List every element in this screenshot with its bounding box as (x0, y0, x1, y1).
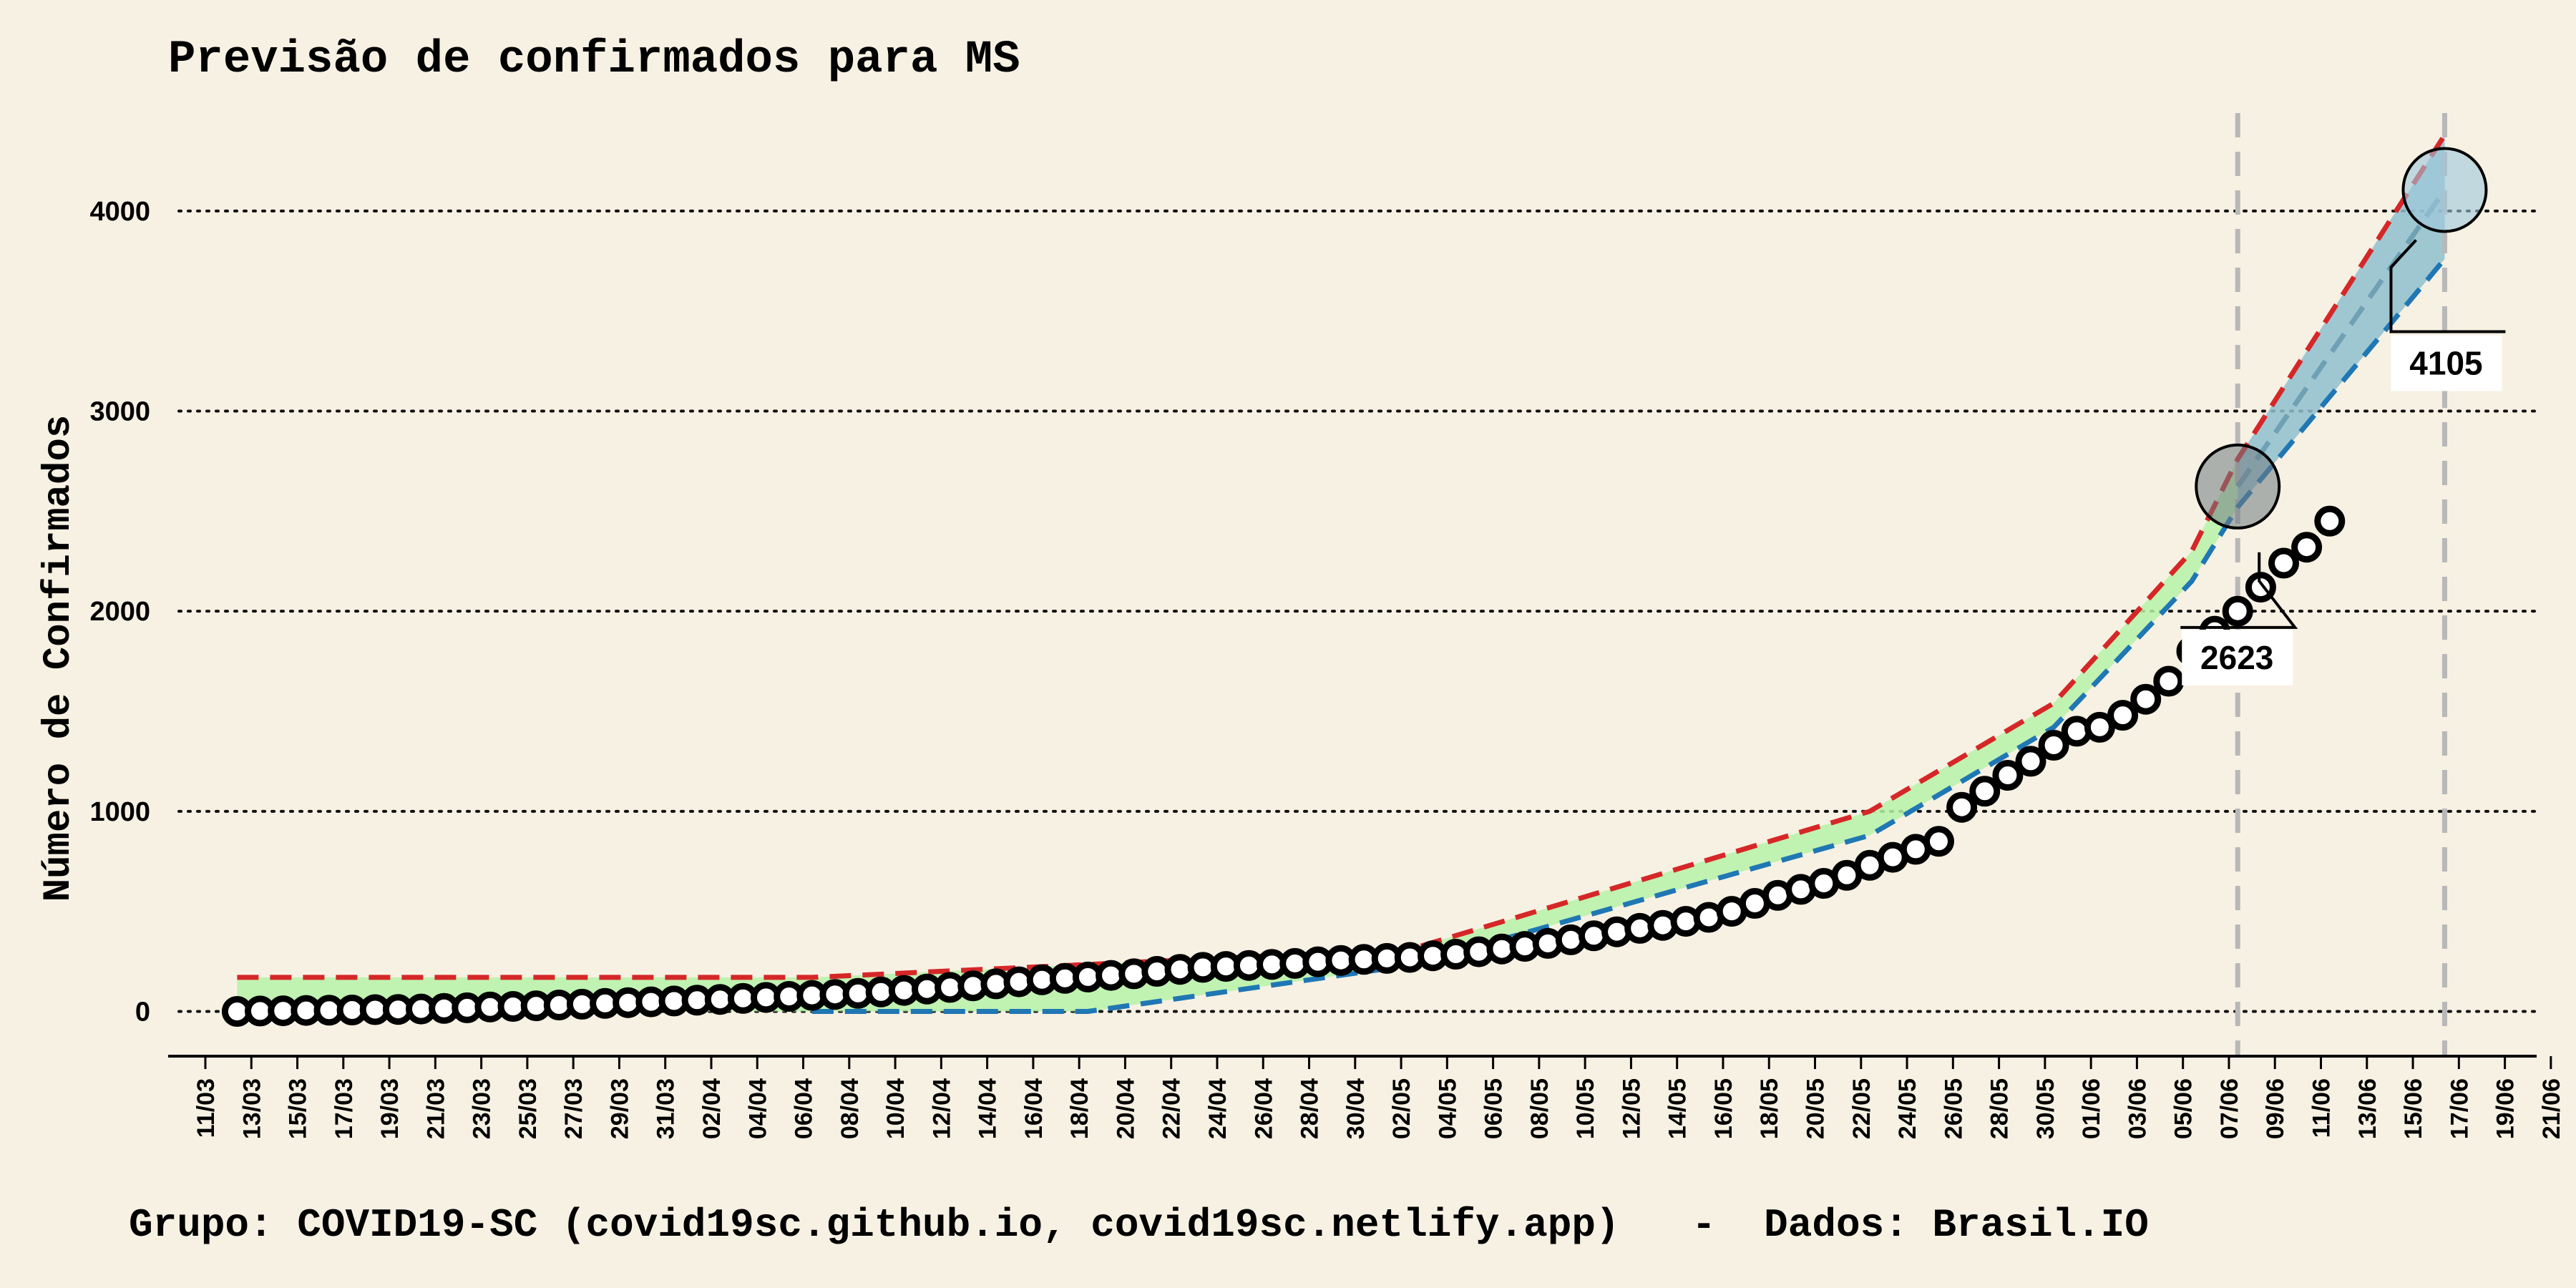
x-tick-label: 02/04 (698, 1078, 726, 1139)
x-tick-label: 21/03 (422, 1078, 449, 1139)
forecast-markers: 2623 4105 (2180, 147, 2506, 686)
x-tick-label: 07/06 (2216, 1078, 2243, 1139)
x-tick-label: 02/05 (1388, 1078, 1415, 1139)
x-tick-label: 09/06 (2262, 1078, 2289, 1139)
observed-point (2222, 595, 2253, 627)
forecast-value-label: 2623 (2200, 639, 2273, 676)
x-tick-label: 17/03 (331, 1078, 358, 1139)
x-tick-label: 06/04 (791, 1078, 818, 1139)
x-tick-label: 10/04 (882, 1078, 909, 1139)
observed-point (2130, 683, 2162, 715)
x-tick-label: 19/03 (376, 1078, 404, 1139)
observed-point (1969, 776, 2001, 807)
x-tick-label: 24/04 (1204, 1078, 1231, 1139)
observed-point (2084, 711, 2115, 743)
x-tick-label: 06/05 (1480, 1078, 1508, 1139)
x-tick-label: 14/05 (1664, 1078, 1692, 1139)
x-tick-label: 28/04 (1297, 1078, 1324, 1139)
x-tick-label: 30/05 (2032, 1078, 2059, 1139)
observed-point (1946, 791, 1978, 823)
x-tick-label: 05/06 (2170, 1078, 2197, 1139)
observed-point (2038, 730, 2069, 761)
y-axis-label: Número de Confirmados (37, 415, 81, 902)
x-tick-label: 01/06 (2078, 1078, 2105, 1139)
observed-point (2314, 505, 2346, 537)
grid: 0 1000 2000 3000 4000 (89, 197, 2538, 1027)
x-tick-label: 13/06 (2354, 1078, 2381, 1139)
x-tick-label: 20/05 (1802, 1078, 1830, 1139)
x-tick-label: 11/03 (192, 1078, 220, 1138)
x-tick-label: 18/05 (1756, 1078, 1783, 1139)
annotation-leader (2180, 552, 2298, 629)
x-tick-label: 25/03 (514, 1078, 542, 1139)
x-tick-label: 27/03 (560, 1078, 587, 1139)
observed-point (2291, 532, 2323, 563)
mid-fit-line (2235, 188, 2447, 488)
observed-point (2268, 547, 2299, 579)
y-tick-label: 1000 (89, 797, 150, 827)
footer-credits: Grupo: COVID19-SC (covid19sc.github.io, … (129, 1202, 2149, 1248)
observed-point (1923, 826, 1954, 857)
x-tick-label: 26/05 (1940, 1078, 1967, 1139)
fit-band-observed (237, 459, 2238, 1012)
y-tick-label: 3000 (89, 396, 150, 426)
forecast-value-label: 4105 (2409, 344, 2482, 381)
fit-band-forecast (2238, 135, 2445, 507)
forecast-date-lines (2235, 113, 2447, 1055)
forecast-marker (2401, 147, 2488, 233)
observed-point (1992, 760, 2024, 791)
forecast-marker (2195, 443, 2281, 530)
x-tick-label: 15/03 (285, 1078, 312, 1139)
x-tick-label: 19/06 (2492, 1078, 2519, 1139)
x-tick-label: 11/06 (2308, 1078, 2336, 1138)
observed-point (2153, 665, 2185, 697)
x-tick-label: 21/06 (2538, 1078, 2565, 1139)
x-tick-label: 12/05 (1618, 1078, 1645, 1139)
y-tick-label: 2000 (89, 597, 150, 627)
x-tick-label: 15/06 (2400, 1078, 2427, 1139)
x-tick-label: 03/06 (2124, 1078, 2151, 1139)
observed-points (221, 505, 2346, 1027)
x-tick-label: 31/03 (653, 1078, 680, 1139)
observed-point (2107, 700, 2139, 731)
x-tick-label: 14/04 (975, 1078, 1002, 1139)
x-tick-label: 30/04 (1342, 1078, 1370, 1139)
x-tick-label: 04/04 (744, 1078, 771, 1139)
x-tick-label: 28/05 (1986, 1078, 2014, 1139)
observed-point (2245, 572, 2276, 603)
x-tick-label: 13/03 (238, 1078, 265, 1139)
x-tick-label: 26/04 (1250, 1078, 1277, 1139)
x-tick-label: 18/04 (1066, 1078, 1093, 1139)
y-tick-label: 0 (135, 997, 150, 1027)
chart-title: Previsão de confirmados para MS (168, 34, 1020, 86)
x-tick-label: 20/04 (1112, 1078, 1139, 1139)
confidence-bands (237, 135, 2445, 1012)
x-tick-label: 08/04 (836, 1078, 864, 1139)
x-tick-label: 24/05 (1894, 1078, 1921, 1139)
upper-fit-line (237, 133, 2447, 980)
x-tick-label: 10/05 (1572, 1078, 1599, 1139)
x-tick-label: 16/04 (1020, 1078, 1048, 1139)
x-tick-label: 29/03 (606, 1078, 633, 1139)
observed-point (2015, 746, 2046, 777)
annotation-box (2182, 629, 2293, 686)
x-tick-label: 04/05 (1434, 1078, 1461, 1139)
y-tick-label: 4000 (89, 197, 150, 227)
annotation-box (2391, 335, 2502, 391)
x-tick-label: 17/06 (2446, 1078, 2473, 1139)
x-tick-label: 23/03 (469, 1078, 496, 1139)
x-tick-label: 16/05 (1710, 1078, 1737, 1139)
x-tick-label: 12/04 (928, 1078, 955, 1139)
fit-lines (237, 133, 2447, 1014)
annotation-leader (2389, 239, 2506, 333)
x-tick-label: 08/05 (1526, 1078, 1553, 1139)
x-tick-label: 22/04 (1158, 1078, 1186, 1139)
x-axis: 11/03 13/03 15/03 17/03 19/03 21/03 23/03 25/03… (168, 1055, 2565, 1139)
x-tick-label: 22/05 (1848, 1078, 1875, 1139)
